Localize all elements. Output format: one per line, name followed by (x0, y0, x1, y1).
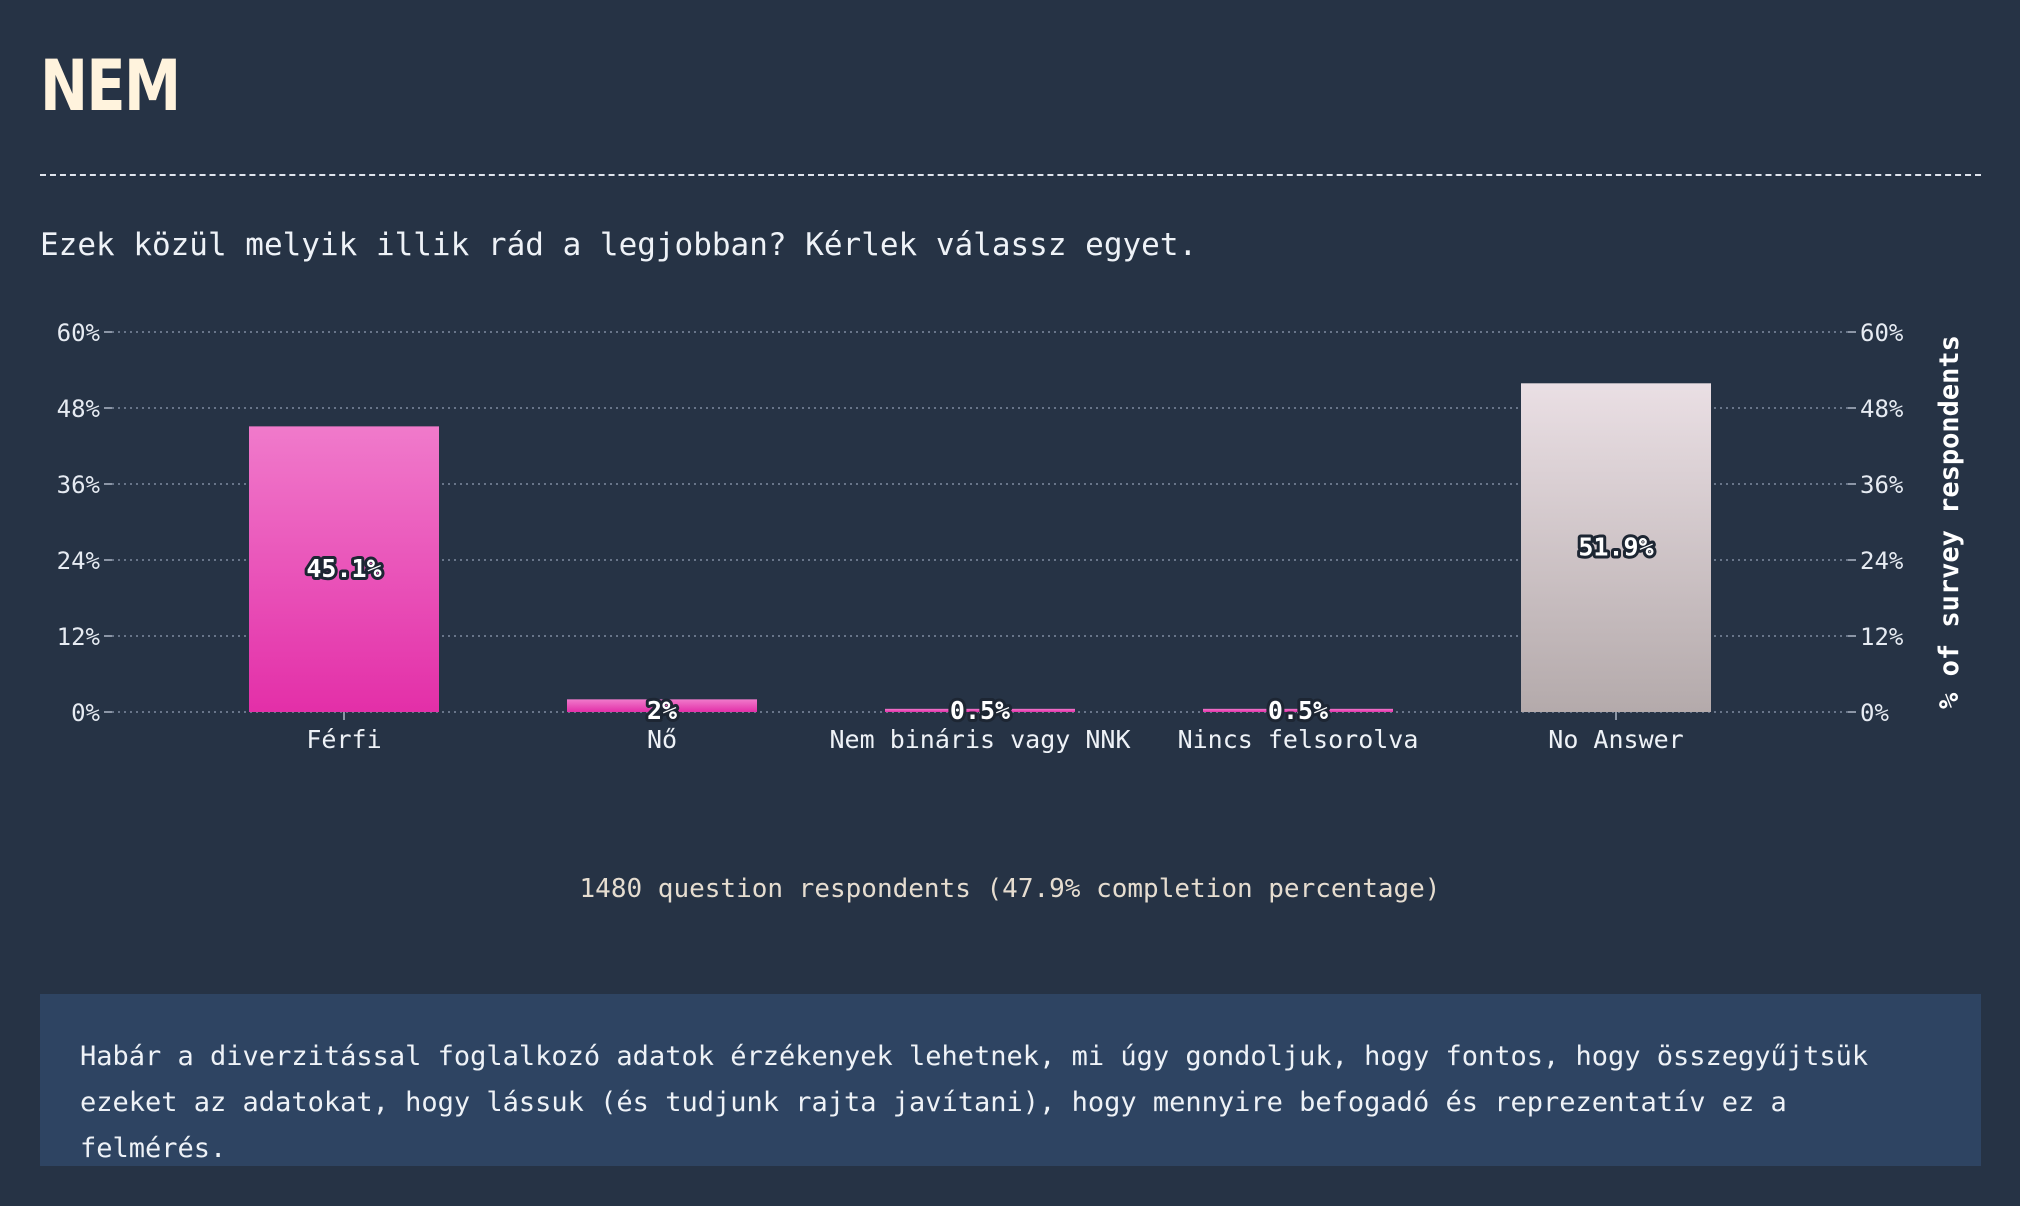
x-tick-label: Nő (647, 725, 677, 754)
bar (567, 699, 757, 712)
data-label: 2% (647, 696, 677, 725)
y-tick-label-left: 12% (57, 623, 101, 651)
labels: 0% 0% 12% 12% 24% 24% 36% 36% 48% 48% 60% 60% Férfi 4… (57, 319, 1965, 754)
respondents-footnote: 1480 question respondents (47.9% complet… (579, 874, 1441, 904)
y-axis-label-right: % of survey respondents (1934, 335, 1965, 709)
bar (885, 708, 1075, 712)
y-tick-label-right: 60% (1860, 319, 1904, 347)
y-tick-label-left: 24% (57, 547, 101, 575)
bar-chart: 0% 0% 12% 12% 24% 24% 36% 36% 48% 48% 60% 60% Férfi 4… (57, 319, 1965, 754)
data-label: 0.5% (950, 696, 1010, 725)
y-tick-label-right: 24% (1860, 547, 1904, 575)
survey-question: Ezek közül melyik illik rád a legjobban?… (40, 227, 1198, 263)
y-tick-label-left: 60% (57, 319, 101, 347)
x-tick-label: No Answer (1548, 725, 1683, 754)
y-tick-label-right: 36% (1860, 471, 1904, 499)
y-tick-label-left: 48% (57, 395, 101, 423)
diversity-note: Habár a diverzitással foglalkozó adatok … (40, 994, 1981, 1166)
data-label: 0.5% (1268, 696, 1328, 725)
bar (1521, 383, 1711, 712)
page-title: NEM (40, 45, 181, 127)
data-label: 45.1% (306, 554, 381, 583)
y-tick-label-left: 36% (57, 471, 101, 499)
bar (1203, 708, 1393, 712)
title-divider (40, 174, 1981, 176)
y-tick-label-left: 0% (71, 699, 100, 727)
bars (249, 383, 1711, 712)
x-tick-label: Férfi (306, 725, 381, 754)
y-tick-label-right: 0% (1860, 699, 1889, 727)
data-label: 51.9% (1578, 533, 1653, 562)
diversity-note-text: Habár a diverzitással foglalkozó adatok … (80, 1041, 1869, 1164)
x-tick-label: Nem bináris vagy NNK (829, 725, 1130, 754)
y-tick-label-right: 12% (1860, 623, 1904, 651)
bar (249, 426, 439, 712)
y-tick-label-right: 48% (1860, 395, 1904, 423)
x-tick-label: Nincs felsorolva (1178, 725, 1419, 754)
